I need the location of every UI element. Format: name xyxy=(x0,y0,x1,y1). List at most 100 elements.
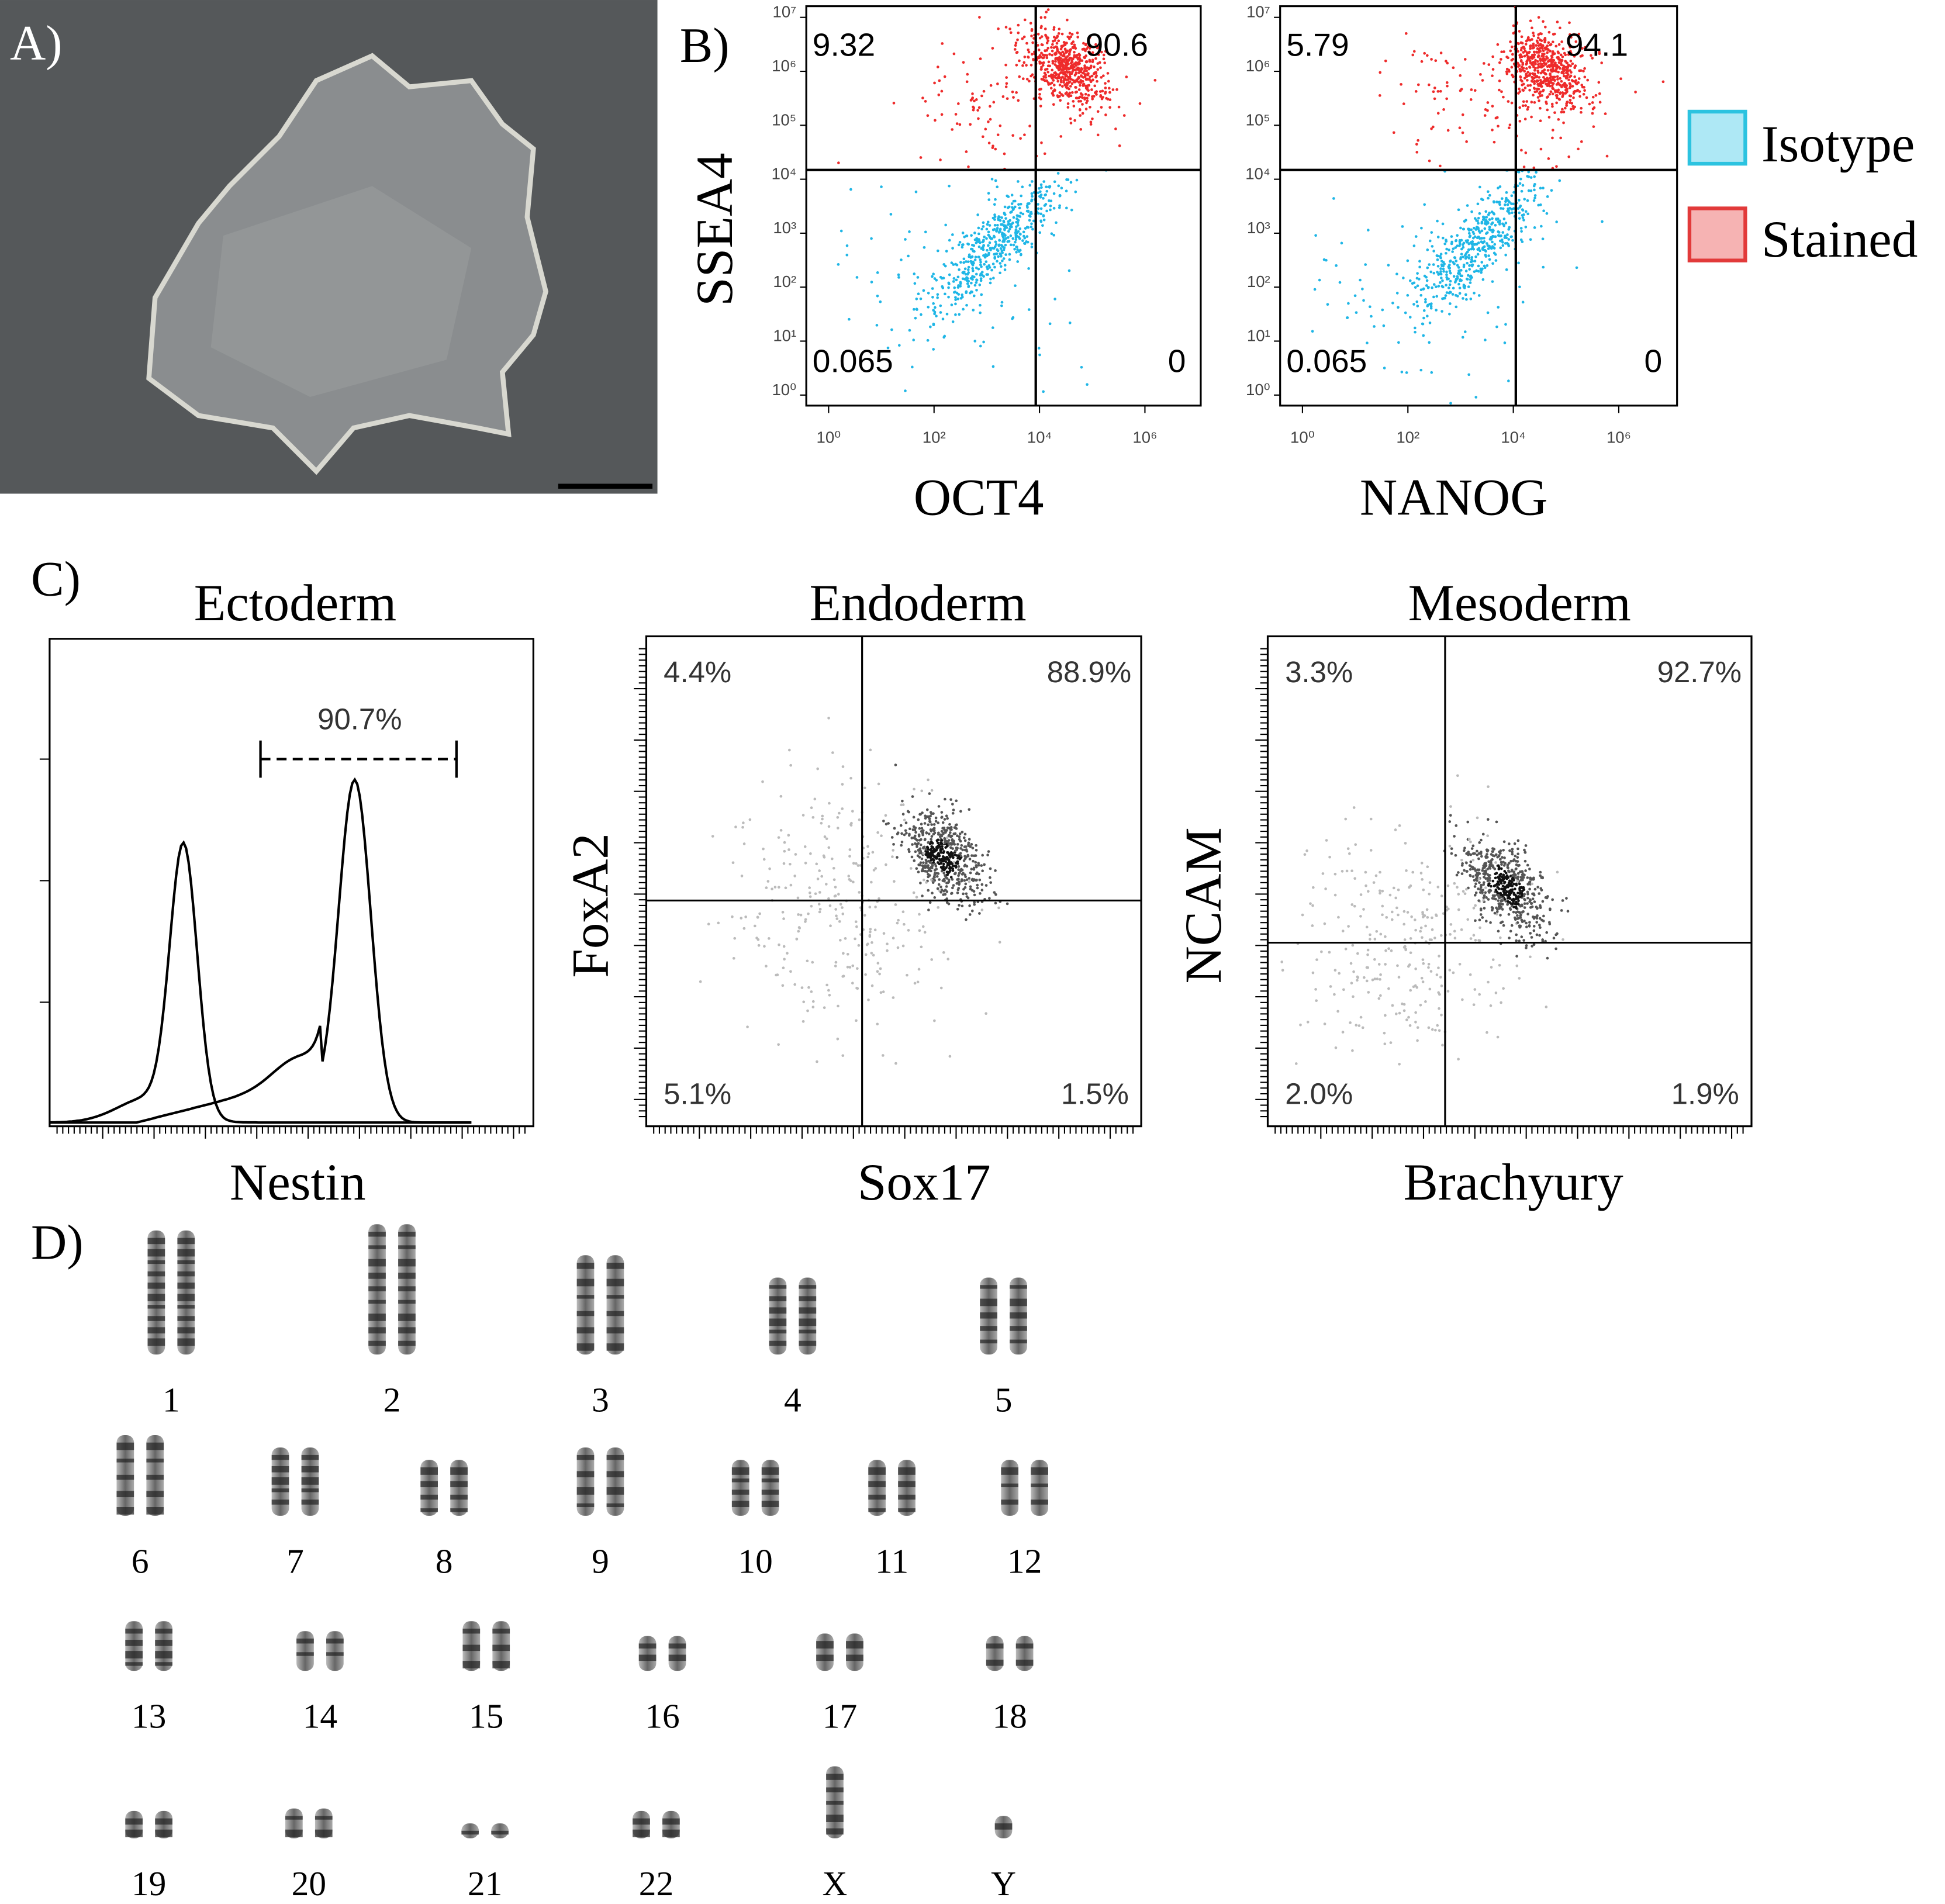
event-dot xyxy=(897,918,900,922)
chromosome-band xyxy=(799,1307,817,1314)
event-dot xyxy=(1535,921,1539,924)
event-dot xyxy=(1545,82,1547,86)
event-dot xyxy=(975,278,978,282)
event-dot xyxy=(1421,913,1425,915)
event-dot xyxy=(782,917,785,920)
event-dot xyxy=(1395,906,1398,910)
event-dot xyxy=(975,237,979,240)
event-dot xyxy=(990,178,994,181)
event-dot xyxy=(1009,234,1013,237)
event-dot xyxy=(969,871,972,875)
event-dot xyxy=(1437,285,1440,288)
event-dot xyxy=(1353,904,1356,908)
event-dot xyxy=(1530,902,1533,906)
event-dot xyxy=(1084,74,1087,77)
chromosome-band xyxy=(116,1442,134,1450)
event-dot xyxy=(1432,283,1436,286)
chromosome-band xyxy=(576,1343,595,1351)
event-dot xyxy=(1498,963,1501,967)
event-dot xyxy=(948,184,951,188)
panel-label: A) xyxy=(10,16,63,71)
event-dot xyxy=(1554,64,1557,68)
event-dot xyxy=(1072,68,1075,72)
event-dot xyxy=(1495,116,1499,119)
event-dot xyxy=(1499,921,1502,924)
chromosome-band xyxy=(769,1307,787,1314)
event-dot xyxy=(935,875,939,878)
event-dot xyxy=(1341,929,1345,932)
event-dot xyxy=(991,326,994,329)
event-dot xyxy=(864,973,867,976)
event-dot xyxy=(1328,951,1331,954)
event-dot xyxy=(1333,969,1337,972)
event-dot xyxy=(1495,883,1499,886)
event-dot xyxy=(1002,257,1006,260)
plot-frame xyxy=(49,638,534,1128)
event-dot xyxy=(1565,102,1568,105)
event-dot xyxy=(1516,872,1520,875)
event-dot xyxy=(1518,119,1522,123)
event-dot xyxy=(1542,209,1545,213)
event-dot xyxy=(1423,51,1426,55)
event-dot xyxy=(1469,973,1472,976)
event-dot xyxy=(882,990,885,993)
event-dot xyxy=(867,998,870,1001)
event-dot xyxy=(1505,191,1508,194)
event-dot xyxy=(838,920,841,923)
event-dot xyxy=(1005,82,1008,85)
event-dot xyxy=(1539,870,1542,874)
event-dot xyxy=(1588,102,1591,106)
event-dot xyxy=(1536,36,1540,40)
event-dot xyxy=(945,885,948,888)
event-dot xyxy=(1569,83,1572,86)
event-dot xyxy=(762,858,766,861)
event-dot xyxy=(1480,269,1483,272)
event-dot xyxy=(955,291,959,295)
event-dot xyxy=(1107,80,1110,83)
event-dot xyxy=(1474,882,1477,886)
event-dot xyxy=(1514,859,1518,863)
chromosome-band xyxy=(368,1300,386,1304)
event-dot xyxy=(1350,869,1353,873)
event-dot xyxy=(1478,212,1481,215)
event-dot xyxy=(1551,92,1554,95)
chromosome-band xyxy=(301,1477,319,1485)
event-dot xyxy=(947,842,951,845)
event-dot xyxy=(1445,291,1449,294)
event-dot xyxy=(1545,96,1549,99)
event-dot xyxy=(909,867,913,870)
event-dot xyxy=(1045,54,1049,57)
event-dot xyxy=(1446,884,1450,887)
event-dot xyxy=(970,909,974,913)
chromosome-band xyxy=(368,1340,386,1346)
event-dot xyxy=(1495,820,1498,824)
event-dot xyxy=(1417,83,1420,87)
event-dot xyxy=(1564,77,1568,80)
event-dot xyxy=(1500,58,1502,61)
event-dot xyxy=(810,904,813,908)
event-dot xyxy=(987,120,990,123)
event-dot xyxy=(1056,172,1060,175)
event-dot xyxy=(1529,176,1533,179)
event-dot xyxy=(1471,875,1475,878)
event-dot xyxy=(1505,874,1509,877)
event-dot xyxy=(1501,207,1505,210)
plot-title: Mesoderm xyxy=(1408,575,1631,632)
event-dot xyxy=(1510,924,1514,927)
event-dot xyxy=(1342,988,1345,991)
quadrant-value: 5.1% xyxy=(664,1077,731,1110)
event-dot xyxy=(1557,43,1561,46)
event-dot xyxy=(1377,997,1381,1000)
event-dot xyxy=(854,920,858,924)
event-dot xyxy=(1467,254,1471,257)
event-dot xyxy=(1004,253,1007,256)
event-dot xyxy=(1485,264,1489,267)
event-dot xyxy=(1468,864,1471,867)
event-dot xyxy=(939,304,942,307)
event-dot xyxy=(927,867,931,870)
event-dot xyxy=(1507,882,1511,885)
event-dot xyxy=(1453,929,1456,933)
event-dot xyxy=(1060,44,1063,48)
event-dot xyxy=(1412,303,1415,306)
event-dot xyxy=(1483,114,1487,117)
